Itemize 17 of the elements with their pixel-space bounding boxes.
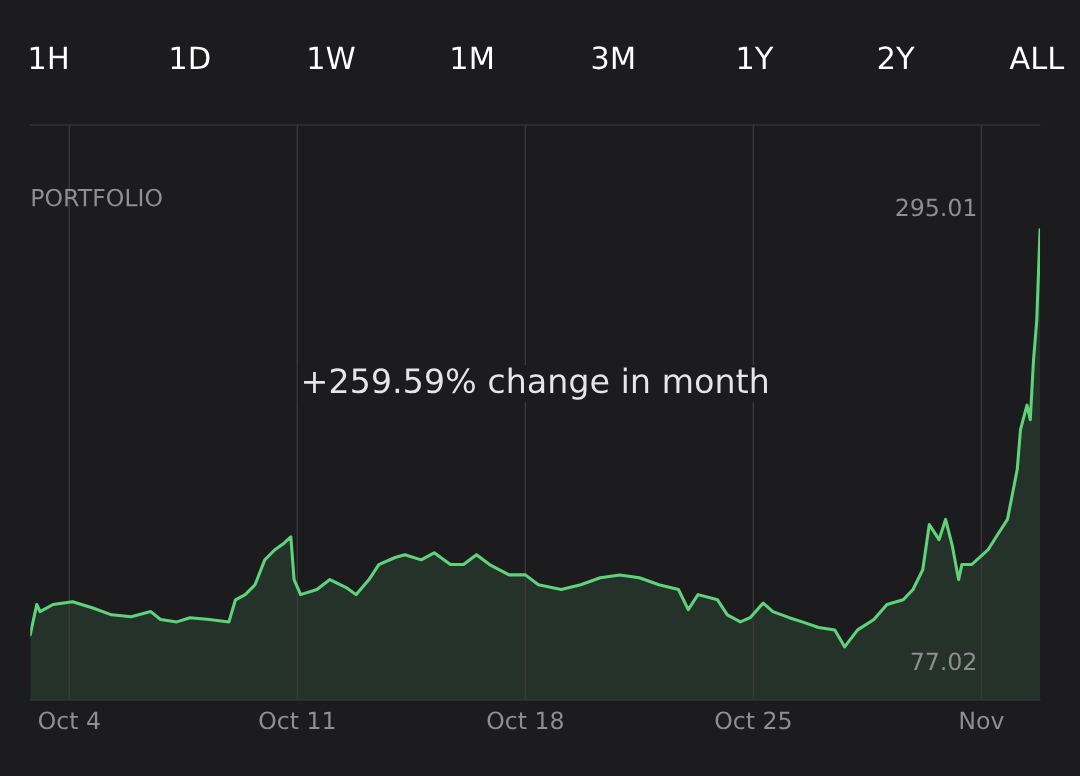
text: 2Y xyxy=(878,46,915,69)
text: +259.59% change in month xyxy=(304,367,767,400)
chart-title: PORTFOLIO xyxy=(32,188,162,207)
x-tick-label: Oct 18 xyxy=(487,711,563,730)
text: 1M xyxy=(452,46,493,69)
x-tick-label: Oct 25 xyxy=(715,711,791,730)
x-tick-label: Nov xyxy=(960,711,1004,730)
text: 1Y xyxy=(738,46,774,69)
annotation: 77.02 xyxy=(911,652,976,671)
text: 1D xyxy=(171,46,210,69)
text: 295.01 xyxy=(896,198,976,217)
text: 1H xyxy=(30,46,67,69)
x-tick-label: Oct 4 xyxy=(38,711,100,730)
text: 3M xyxy=(592,46,634,70)
text: ALL xyxy=(1009,46,1065,69)
text: 1W xyxy=(309,46,355,69)
x-tick-label: Oct 11 xyxy=(259,711,335,730)
